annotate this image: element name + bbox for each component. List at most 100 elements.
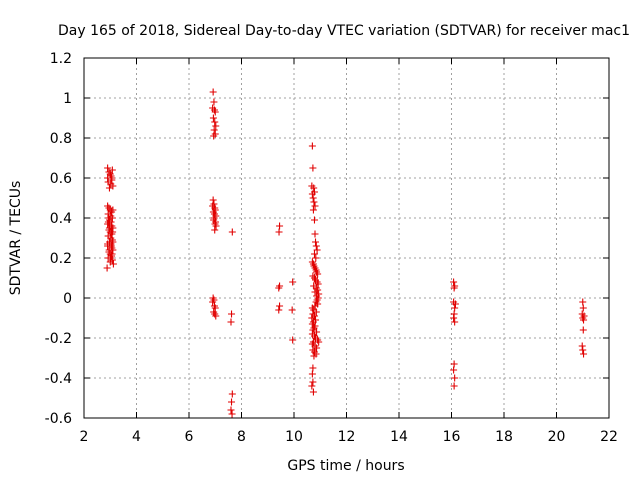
x-axis-label: GPS time / hours [287, 458, 404, 474]
data-point [312, 254, 320, 262]
y-tick-label: 0 [63, 291, 72, 307]
data-point [108, 250, 116, 258]
data-point [210, 126, 218, 134]
data-point [105, 214, 113, 222]
data-point [312, 238, 320, 246]
data-point [450, 366, 458, 374]
x-tick-label: 18 [495, 429, 513, 445]
y-tick-label: 1 [63, 91, 72, 107]
data-points [103, 88, 588, 418]
data-point [211, 118, 219, 126]
gridlines [84, 58, 609, 418]
x-tick-label: 16 [443, 429, 461, 445]
data-point [227, 406, 235, 414]
data-point [451, 318, 459, 326]
data-point [108, 176, 116, 184]
y-tick-label: 0.4 [50, 211, 72, 227]
data-point [209, 88, 217, 96]
data-point [212, 122, 220, 130]
data-point [211, 226, 219, 234]
data-point [315, 338, 323, 346]
data-point [289, 278, 297, 286]
y-tick-label: 1.2 [50, 51, 72, 67]
data-point [312, 242, 320, 250]
data-point [107, 222, 115, 230]
x-tick-label: 12 [338, 429, 356, 445]
data-point [309, 194, 317, 202]
data-point [211, 108, 219, 116]
x-tick-label: 20 [548, 429, 566, 445]
data-point [451, 304, 459, 312]
y-tick-label: -0.4 [45, 371, 72, 387]
data-point [309, 364, 317, 372]
data-point [309, 164, 317, 172]
data-point [314, 280, 322, 288]
data-point [314, 270, 322, 278]
data-point [109, 238, 117, 246]
x-tick-label: 10 [285, 429, 303, 445]
data-point [450, 278, 458, 286]
data-point [311, 230, 319, 238]
data-point [104, 174, 112, 182]
data-point [212, 312, 220, 320]
data-point [310, 216, 318, 224]
data-point [108, 166, 116, 174]
data-point [104, 240, 112, 248]
data-point [313, 246, 321, 254]
x-tick-label: 14 [390, 429, 408, 445]
data-point [308, 382, 316, 390]
data-point [579, 298, 587, 306]
data-point [275, 284, 283, 292]
data-point [450, 382, 458, 390]
data-point [275, 306, 283, 314]
data-point [275, 228, 283, 236]
data-point [228, 228, 236, 236]
data-point [228, 398, 236, 406]
data-point [109, 228, 117, 236]
data-point [579, 304, 587, 312]
data-point [309, 206, 317, 214]
data-point [580, 316, 588, 324]
data-point [308, 190, 316, 198]
data-point [451, 300, 459, 308]
chart-title: Day 165 of 2018, Sidereal Day-to-day VTE… [58, 23, 630, 39]
data-point [310, 198, 318, 206]
data-point [311, 288, 319, 296]
x-tick-label: 2 [80, 429, 89, 445]
data-point [104, 164, 112, 172]
data-point [209, 114, 217, 122]
data-point [310, 250, 318, 258]
data-point [211, 304, 219, 312]
data-point [109, 182, 117, 190]
x-tick-label: 8 [237, 429, 246, 445]
data-point [228, 410, 236, 418]
data-point [308, 314, 316, 322]
data-point [210, 98, 218, 106]
data-point [450, 284, 458, 292]
data-point [309, 388, 317, 396]
x-tick-label: 6 [185, 429, 194, 445]
data-point [313, 344, 321, 352]
data-point [580, 350, 588, 358]
axis-ticks: 2 4 6 8 10 12 14 16 18 20 22 -0.6 -0.4 -0.2 0 0.2 0.4 0.6… [45, 51, 618, 445]
data-point [579, 326, 587, 334]
data-point [228, 390, 236, 398]
data-point [212, 222, 220, 230]
data-point [579, 346, 587, 354]
x-tick-label: 4 [132, 429, 141, 445]
data-point [107, 242, 115, 250]
y-axis-label: SDTVAR / TECUs [8, 181, 24, 296]
data-point [209, 298, 217, 306]
data-point [288, 306, 296, 314]
data-point [313, 328, 321, 336]
data-point [106, 258, 114, 266]
x-tick-label: 22 [600, 429, 618, 445]
data-point [308, 370, 316, 378]
data-point [310, 352, 318, 360]
data-point [210, 132, 218, 140]
y-tick-label: 0.2 [50, 251, 72, 267]
data-point [276, 222, 284, 230]
data-point [109, 206, 117, 214]
data-point [227, 318, 235, 326]
